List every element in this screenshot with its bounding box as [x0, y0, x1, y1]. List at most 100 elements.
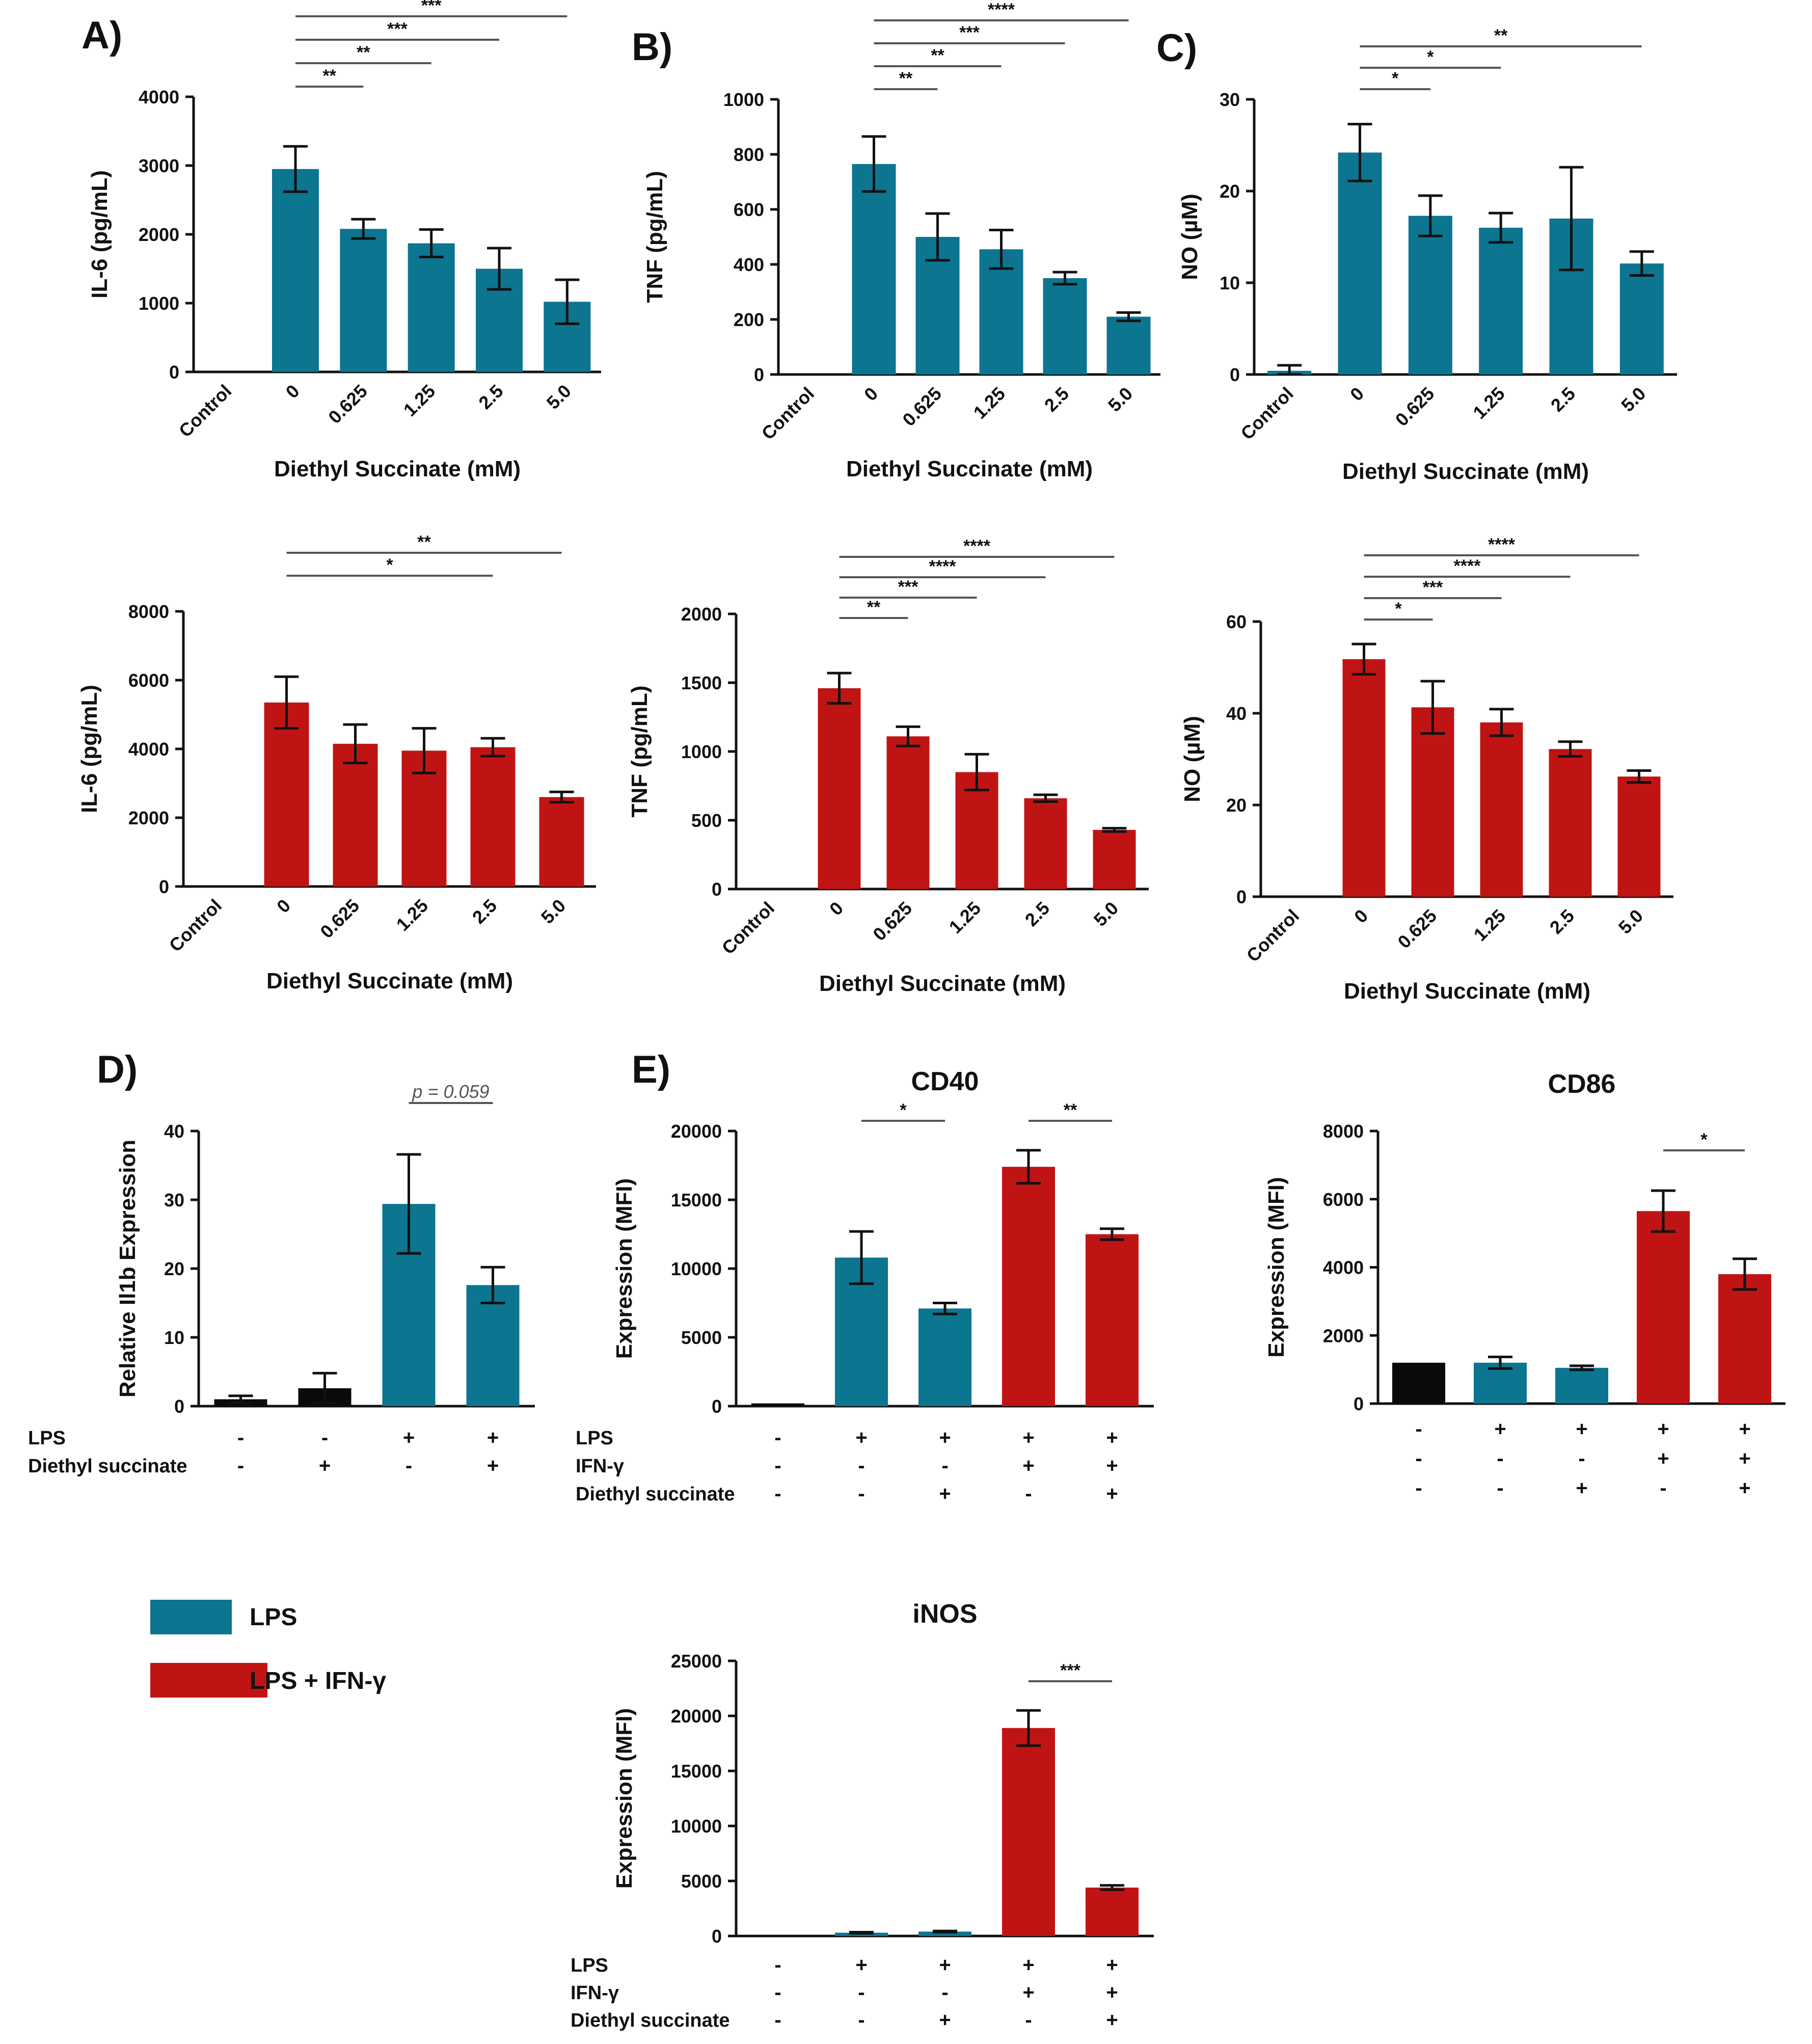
y-tick-label: 20	[164, 1258, 184, 1279]
y-axis-label: IL-6 (pg/mL)	[87, 170, 112, 299]
bar	[1480, 722, 1523, 897]
significance-label: *	[1395, 599, 1402, 618]
condition-label: Diethyl succinate	[28, 1456, 187, 1477]
x-tick-label: 2.5	[474, 381, 507, 413]
condition-sign: -	[858, 1981, 864, 2004]
y-tick-label: 1000	[681, 741, 722, 762]
bar	[408, 243, 455, 372]
x-axis-label: Diethyl Succinate (mM)	[846, 456, 1093, 481]
bar	[918, 1308, 971, 1406]
condition-label: IFN-γ	[571, 1982, 619, 2004]
significance-label: ***	[421, 0, 442, 15]
x-tick-label: 2.5	[1021, 898, 1053, 930]
y-axis-label: IL-6 (pg/mL)	[77, 685, 102, 813]
y-tick-label: 5000	[681, 1327, 722, 1348]
y-tick-label: 4000	[1323, 1257, 1364, 1278]
bar	[1093, 829, 1136, 889]
significance-label: ****	[929, 557, 957, 576]
legend-swatch-lps	[150, 1600, 232, 1634]
condition-sign: +	[939, 2009, 951, 2031]
bar	[979, 249, 1023, 374]
chart-inos: 0 5000 10000 15000 20000 25000 Expression (MFI…	[571, 1599, 1154, 2031]
bar	[1338, 152, 1382, 374]
x-tick-label: 0.625	[1393, 905, 1441, 953]
y-tick-label: 40	[164, 1121, 184, 1142]
condition-sign: -	[858, 1483, 864, 1505]
condition-sign: -	[1660, 1477, 1666, 1499]
x-tick-label: 5.0	[1617, 383, 1649, 416]
significance-label: **	[931, 46, 944, 65]
bar	[955, 772, 998, 889]
bar	[1718, 1274, 1771, 1404]
y-tick-label: 6000	[128, 670, 169, 691]
condition-label: LPS	[571, 1955, 608, 1976]
y-tick-label: 500	[691, 810, 722, 831]
condition-sign: -	[1415, 1418, 1422, 1440]
y-tick-label: 10	[1220, 273, 1240, 293]
legend-label-lps-ifn: LPS + IFN-γ	[250, 1668, 386, 1695]
y-tick-label: 15000	[671, 1761, 722, 1782]
condition-sign: +	[939, 1427, 951, 1449]
y-tick-label: 0	[159, 876, 169, 897]
condition-label: Diethyl succinate	[576, 1484, 735, 1505]
y-axis-label: Expression (MFI)	[1264, 1177, 1289, 1358]
significance-label: ***	[387, 19, 408, 39]
y-tick-label: 0	[754, 364, 764, 385]
significance-label: ****	[1488, 535, 1516, 554]
condition-sign: +	[403, 1427, 415, 1449]
condition-sign: +	[487, 1455, 499, 1477]
y-tick-label: 3000	[139, 155, 179, 176]
y-tick-label: 5000	[681, 1871, 722, 1892]
significance-label: ***	[1423, 578, 1443, 597]
y-tick-label: 6000	[1323, 1189, 1364, 1210]
y-tick-label: 20000	[671, 1121, 722, 1142]
y-tick-label: 60	[1226, 611, 1247, 632]
x-tick-label: 0	[860, 383, 882, 405]
y-tick-label: 30	[164, 1190, 184, 1211]
condition-sign: +	[1657, 1447, 1669, 1470]
bar	[340, 229, 387, 372]
significance-label: *	[1427, 47, 1434, 67]
condition-sign: +	[1739, 1477, 1750, 1499]
condition-sign: +	[1106, 1483, 1118, 1505]
y-axis-label: TNF (pg/mL)	[642, 171, 667, 303]
y-tick-label: 0	[712, 1926, 722, 1947]
x-tick-label: 1.25	[969, 383, 1010, 423]
condition-sign: -	[1415, 1477, 1422, 1499]
significance-label: **	[417, 532, 431, 552]
x-axis-label: Diethyl Succinate (mM)	[274, 456, 521, 481]
bar	[1411, 707, 1454, 897]
bar	[1555, 1367, 1608, 1404]
condition-sign: -	[1497, 1447, 1503, 1470]
chart-title: CD86	[1548, 1069, 1616, 1099]
x-tick-label: Control	[718, 898, 778, 958]
x-tick-label: 1.25	[1469, 383, 1509, 423]
y-tick-label: 0	[1230, 364, 1240, 385]
bar	[852, 164, 896, 374]
significance-label: **	[322, 66, 336, 86]
condition-sign: -	[321, 1427, 328, 1449]
significance-label: p = 0.059	[412, 1081, 489, 1102]
significance-label: **	[899, 69, 913, 88]
y-tick-label: 10000	[671, 1258, 722, 1279]
condition-sign: +	[1022, 1954, 1034, 1976]
condition-sign: +	[1494, 1418, 1506, 1440]
bar	[1549, 749, 1592, 897]
y-tick-label: 1000	[723, 89, 764, 110]
x-tick-label: 2.5	[1546, 905, 1578, 938]
x-tick-label: 0.625	[324, 381, 371, 428]
bar	[1408, 216, 1452, 374]
y-tick-label: 40	[1226, 703, 1247, 724]
y-axis-label: NO (µM)	[1177, 194, 1202, 280]
condition-sign: +	[1739, 1447, 1750, 1470]
bar	[1637, 1211, 1690, 1404]
significance-label: *	[900, 1100, 907, 1120]
y-tick-label: 10	[164, 1327, 184, 1348]
y-axis-label: NO (µM)	[1180, 716, 1205, 802]
bar	[272, 169, 319, 372]
significance-label: ***	[1060, 1661, 1080, 1680]
condition-sign: -	[941, 1455, 948, 1477]
significance-label: ****	[963, 536, 991, 556]
